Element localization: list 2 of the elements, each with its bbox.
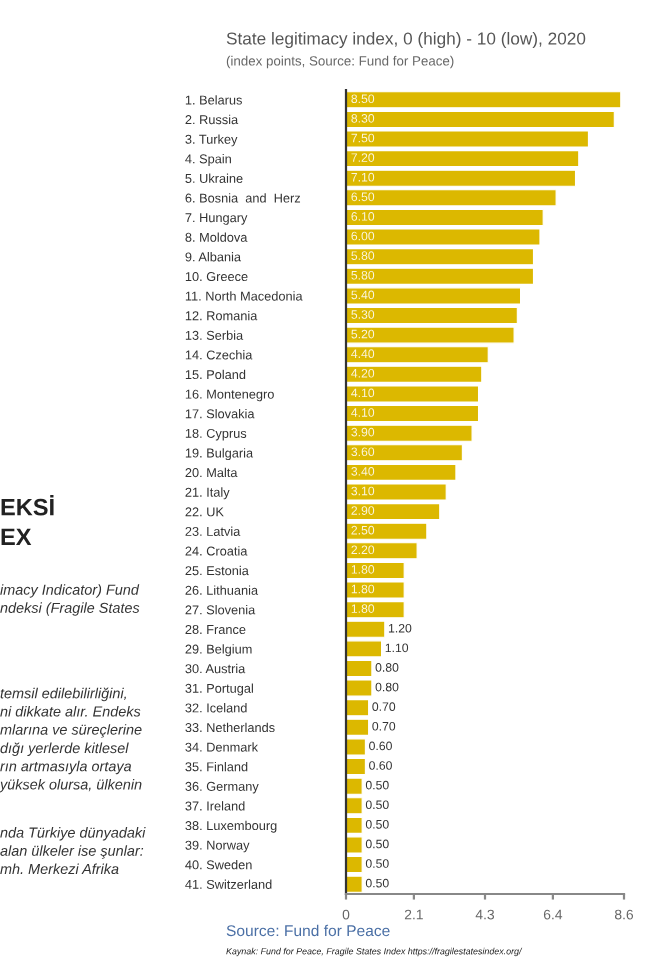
chart-title: State legitimacy index, 0 (high) - 10 (low), 2020: [226, 31, 586, 49]
text: EKSİ EX: [1, 495, 54, 545]
